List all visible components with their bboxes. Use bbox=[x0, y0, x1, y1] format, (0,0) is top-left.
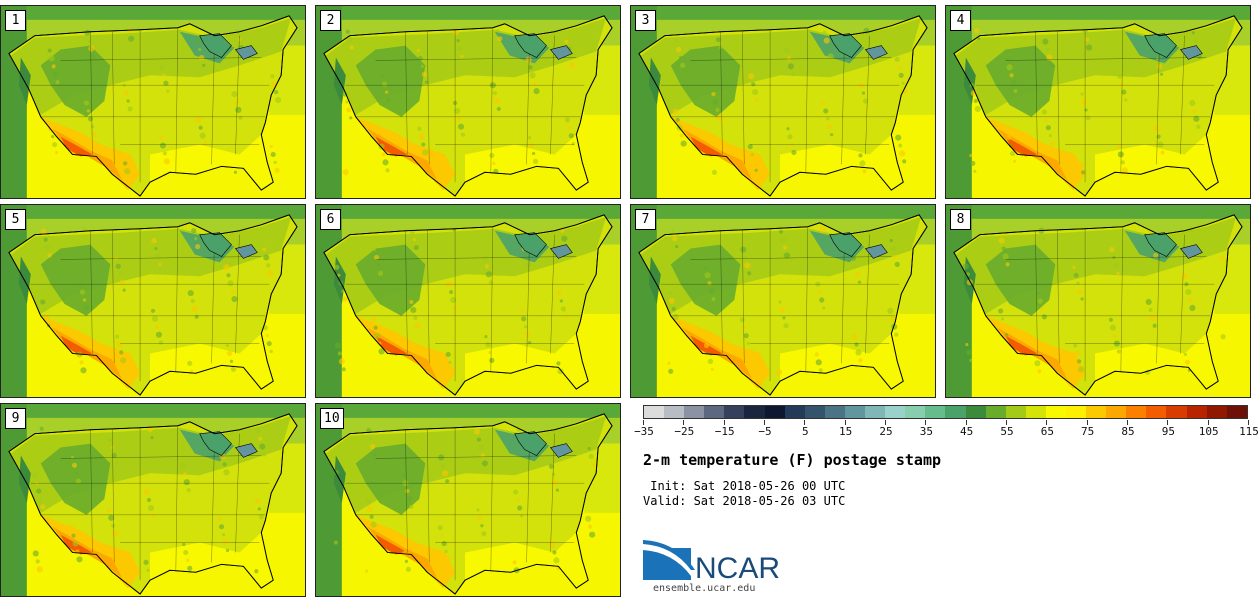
colorbar-tick-label: 5 bbox=[802, 425, 809, 438]
colorbar-tick bbox=[965, 420, 967, 425]
colorbar-swatch bbox=[905, 406, 926, 418]
colorbar-swatch bbox=[985, 406, 1006, 418]
member-map-10: 10 bbox=[315, 403, 621, 597]
ncar-logo: NCAR bbox=[643, 540, 780, 584]
colorbar-tick bbox=[1167, 420, 1169, 425]
colorbar-tick-label: 65 bbox=[1040, 425, 1054, 438]
colorbar-swatch bbox=[1166, 406, 1187, 418]
colorbar-tick bbox=[1248, 420, 1249, 425]
member-map-9: 9 bbox=[0, 403, 306, 597]
member-label: 5 bbox=[5, 209, 26, 230]
colorbar-tick-label: −25 bbox=[674, 425, 695, 438]
colorbar-swatch bbox=[1226, 406, 1247, 418]
colorbar-swatch bbox=[724, 406, 745, 418]
colorbar-tick-label: 85 bbox=[1121, 425, 1135, 438]
member-map-7: 7 bbox=[630, 204, 936, 398]
colorbar-swatch bbox=[844, 406, 866, 418]
member-label: 1 bbox=[5, 10, 26, 31]
colorbar-swatch bbox=[684, 406, 705, 418]
colorbar-swatch bbox=[764, 406, 785, 418]
member-label: 6 bbox=[320, 209, 341, 230]
website-url: ensemble.ucar.edu bbox=[653, 583, 756, 594]
colorbar-tick bbox=[804, 420, 806, 425]
colorbar-swatch bbox=[1126, 406, 1147, 418]
colorbar-swatch bbox=[945, 406, 966, 418]
colorbar-swatch bbox=[1065, 406, 1087, 418]
colorbar-swatch bbox=[925, 406, 946, 418]
member-label: 7 bbox=[635, 209, 656, 230]
colorbar-swatch bbox=[885, 406, 906, 418]
member-map-8: 8 bbox=[945, 204, 1251, 398]
member-label: 10 bbox=[320, 408, 344, 429]
colorbar-swatch bbox=[1045, 406, 1066, 418]
colorbar-tick-label: 25 bbox=[879, 425, 893, 438]
logo-text: NCAR bbox=[695, 552, 780, 584]
colorbar-tick bbox=[925, 420, 927, 425]
member-label: 2 bbox=[320, 10, 341, 31]
member-map-2: 2 bbox=[315, 5, 621, 199]
init-time: Init: Sat 2018-05-26 00 UTC bbox=[643, 479, 846, 493]
colorbar-tick-label: −35 bbox=[634, 425, 654, 438]
member-label: 9 bbox=[5, 408, 26, 429]
colorbar-tick bbox=[764, 420, 765, 425]
colorbar-swatch bbox=[704, 406, 725, 418]
colorbar-tick-label: −15 bbox=[714, 425, 735, 438]
member-label: 3 bbox=[635, 10, 656, 31]
colorbar-tick bbox=[1127, 420, 1128, 425]
colorbar-swatch bbox=[1106, 406, 1127, 418]
colorbar-tick bbox=[1006, 420, 1007, 425]
colorbar-tick-label: 35 bbox=[919, 425, 933, 438]
colorbar-swatch bbox=[644, 406, 665, 418]
colorbar-swatch bbox=[1025, 406, 1046, 418]
colorbar-swatch bbox=[1186, 406, 1207, 418]
colorbar-swatch bbox=[664, 406, 685, 418]
member-label: 8 bbox=[950, 209, 971, 230]
member-map-4: 4 bbox=[945, 5, 1251, 199]
colorbar-swatch bbox=[1206, 406, 1227, 418]
colorbar-ticks: −35 −25 −15 −5 5 15 25 35 45 55 65 75 85 95 105 115 bbox=[634, 420, 1259, 442]
colorbar-swatch bbox=[1005, 406, 1026, 418]
colorbar-tick bbox=[844, 420, 846, 425]
member-map-3: 3 bbox=[630, 5, 936, 199]
colorbar-tick bbox=[683, 420, 685, 425]
member-map-6: 6 bbox=[315, 204, 621, 398]
colorbar-tick-label: 45 bbox=[960, 425, 974, 438]
colorbar-tick-label: 105 bbox=[1198, 425, 1219, 438]
member-map-5: 5 bbox=[0, 204, 306, 398]
member-map-1: 1 bbox=[0, 5, 306, 199]
colorbar-swatch bbox=[744, 406, 765, 418]
colorbar-swatch bbox=[965, 406, 986, 418]
figure-title: 2-m temperature (F) postage stamp bbox=[643, 451, 942, 469]
colorbar-tick-label: 75 bbox=[1081, 425, 1095, 438]
valid-time: Valid: Sat 2018-05-26 03 UTC bbox=[643, 494, 846, 508]
colorbar-swatch bbox=[865, 406, 886, 418]
colorbar-swatch bbox=[824, 406, 845, 418]
colorbar-tick bbox=[643, 420, 644, 425]
colorbar-tick-label: 15 bbox=[839, 425, 853, 438]
colorbar-tick bbox=[723, 420, 725, 425]
colorbar-tick bbox=[1086, 420, 1088, 425]
colorbar-tick bbox=[1207, 420, 1209, 425]
colorbar-tick-label: 55 bbox=[1000, 425, 1014, 438]
colorbar-swatch bbox=[784, 406, 805, 418]
colorbar-swatch bbox=[1086, 406, 1107, 418]
colorbar-tick-label: 115 bbox=[1239, 425, 1259, 438]
colorbar-swatch bbox=[1146, 406, 1167, 418]
member-label: 4 bbox=[950, 10, 971, 31]
colorbar-tick bbox=[885, 420, 886, 425]
temperature-colorbar bbox=[643, 405, 1248, 419]
colorbar-tick bbox=[1046, 420, 1048, 425]
colorbar-tick-label: 95 bbox=[1161, 425, 1175, 438]
colorbar-swatch bbox=[804, 406, 825, 418]
colorbar-tick-label: −5 bbox=[758, 425, 772, 438]
